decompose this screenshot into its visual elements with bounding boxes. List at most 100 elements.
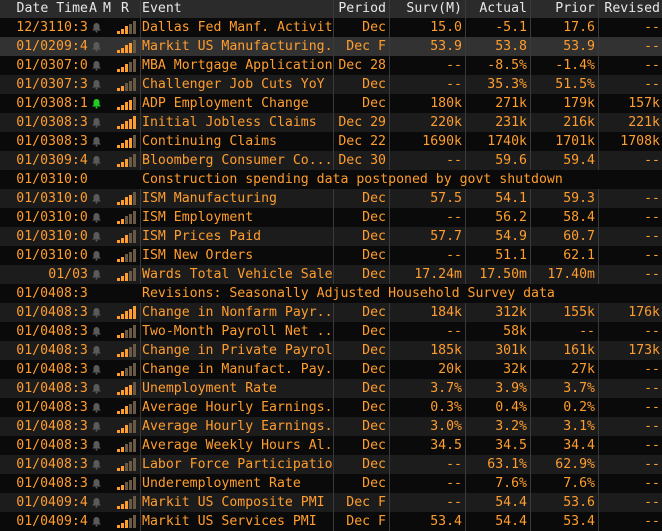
row-survey: 180k (430, 96, 462, 111)
row-period: Dec 22 (338, 134, 386, 149)
row-time: 08:30 (56, 115, 88, 130)
alert-bell-icon[interactable] (89, 75, 103, 94)
column-header-date-time[interactable]: Date Time (16, 1, 88, 16)
row-survey: 220k (430, 115, 462, 130)
alert-bell-icon[interactable] (89, 37, 103, 56)
column-header-period[interactable]: Period (338, 1, 386, 16)
alert-bell-icon[interactable] (89, 322, 103, 341)
alert-bell-icon[interactable] (89, 189, 103, 208)
alert-bell-icon[interactable] (89, 360, 103, 379)
row-time: 08:30 (56, 457, 88, 472)
column-header-event[interactable]: Event (142, 1, 182, 16)
relevance-bar (125, 311, 128, 319)
column-header-alarm[interactable]: A (89, 1, 97, 16)
relevance-bar (133, 21, 136, 34)
alert-bell-icon[interactable] (89, 417, 103, 436)
relevance-bar (129, 232, 132, 243)
relevance-bar (129, 118, 132, 129)
relevance-bar (129, 61, 132, 72)
row-actual: 63.1% (487, 457, 527, 472)
row-time: 10:00 (56, 210, 88, 225)
alert-bell-icon[interactable] (89, 208, 103, 227)
alert-bell-icon[interactable] (89, 512, 103, 531)
row-date: 01/03 (16, 210, 56, 225)
relevance-bar (129, 156, 132, 167)
alert-bell-icon[interactable] (89, 436, 103, 455)
alert-bell-icon[interactable] (89, 18, 103, 37)
column-header-prior[interactable]: Prior (555, 1, 595, 16)
column-header-relevance[interactable]: R (121, 1, 129, 16)
relevance-bar (121, 332, 124, 338)
alert-bell-icon[interactable] (89, 227, 103, 246)
row-revised: 157k (628, 96, 660, 111)
row-actual: 3.9% (495, 381, 527, 396)
table-row[interactable]: 01/03 Wards Total Vehicle Sales Dec 17.24m 1… (0, 265, 662, 284)
alert-bell-icon[interactable] (89, 56, 103, 75)
relevance-bar (125, 83, 128, 91)
relevance-bar (125, 482, 128, 490)
row-survey: 53.9 (430, 39, 462, 54)
row-revised: 176k (628, 305, 660, 320)
alert-bell-icon[interactable] (89, 341, 103, 360)
row-time: 10:00 (56, 191, 88, 206)
row-date: 01/04 (16, 438, 56, 453)
alert-bell-icon[interactable] (89, 303, 103, 322)
alert-bell-icon[interactable] (89, 455, 103, 474)
alert-bell-icon[interactable] (89, 132, 103, 151)
row-survey: -- (446, 153, 462, 168)
column-header-m[interactable]: M (103, 1, 111, 16)
relevance-bars-icon (115, 56, 137, 75)
row-actual: 53.8 (495, 39, 527, 54)
alert-bell-icon[interactable] (89, 94, 103, 113)
relevance-bar (129, 403, 132, 414)
alert-bell-icon[interactable] (89, 151, 103, 170)
relevance-bar (133, 477, 136, 490)
alert-bell-icon[interactable] (89, 474, 103, 493)
alert-bell-icon[interactable] (89, 265, 103, 284)
row-date: 01/03 (16, 96, 56, 111)
alert-bell-icon[interactable] (89, 246, 103, 265)
alert-bell-icon[interactable] (89, 379, 103, 398)
alert-bell-icon[interactable] (89, 398, 103, 417)
alert-bell-icon[interactable] (89, 493, 103, 512)
row-revised: -- (644, 77, 660, 92)
relevance-bars-icon (115, 360, 137, 379)
row-time: 09:45 (56, 514, 88, 529)
relevance-bar (125, 501, 128, 509)
alert-bell-icon[interactable] (89, 113, 103, 132)
relevance-bar (117, 164, 120, 167)
row-actual: 312k (495, 305, 527, 320)
row-revised: -- (644, 20, 660, 35)
relevance-bar (125, 463, 128, 471)
column-header-actual[interactable]: Actual (479, 1, 527, 16)
row-revised: -- (644, 514, 660, 529)
column-header-survey[interactable]: Surv(M) (406, 1, 462, 16)
column-header-revised[interactable]: Revised (604, 1, 660, 16)
